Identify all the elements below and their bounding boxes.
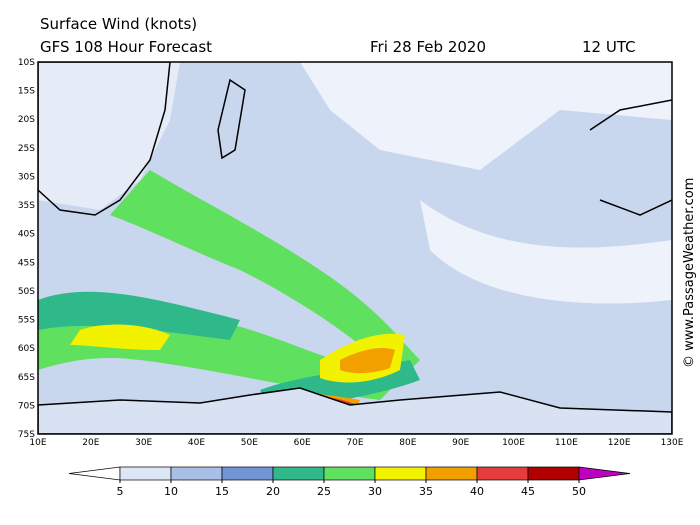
- lon-label: 90E: [452, 438, 469, 448]
- colorbar-segment: [221, 466, 274, 481]
- lat-label: 15S: [18, 87, 35, 97]
- colorbar-label: 25: [317, 485, 331, 498]
- lon-label: 80E: [399, 438, 416, 448]
- colorbar-label: 50: [572, 485, 586, 498]
- colorbar-low: [68, 466, 121, 481]
- map-frame: [37, 61, 673, 435]
- lon-label: 70E: [346, 438, 363, 448]
- colorbar-segment: [527, 466, 580, 481]
- lat-label: 50S: [18, 287, 35, 297]
- colorbar-label: 5: [117, 485, 124, 498]
- lon-label: 100E: [502, 438, 525, 448]
- title-line2: GFS 108 Hour Forecast: [40, 38, 212, 56]
- colorbar-label: 15: [215, 485, 229, 498]
- lon-label: 120E: [608, 438, 631, 448]
- lat-label: 35S: [18, 201, 35, 211]
- colorbar-label: 20: [266, 485, 280, 498]
- lon-label: 40E: [188, 438, 205, 448]
- lon-label: 10E: [29, 438, 46, 448]
- lat-label: 45S: [18, 258, 35, 268]
- colorbar-segment: [374, 466, 427, 481]
- lon-label: 20E: [82, 438, 99, 448]
- lat-label: 25S: [18, 144, 35, 154]
- forecast-date: Fri 28 Feb 2020: [370, 38, 486, 56]
- lat-label: 40S: [18, 230, 35, 240]
- lat-label: 30S: [18, 172, 35, 182]
- colorbar-segment: [323, 466, 376, 481]
- colorbar-segment: [425, 466, 478, 481]
- colorbar-segment: [119, 466, 172, 481]
- lon-label: 110E: [555, 438, 578, 448]
- colorbar-label: 10: [164, 485, 178, 498]
- colorbar-high: [578, 466, 631, 481]
- lat-label: 75S: [18, 430, 35, 440]
- lat-label: 20S: [18, 115, 35, 125]
- lat-label: 70S: [18, 401, 35, 411]
- lat-label: 10S: [18, 58, 35, 68]
- lon-label: 50E: [241, 438, 258, 448]
- lat-label: 65S: [18, 373, 35, 383]
- lat-label: 60S: [18, 344, 35, 354]
- forecast-time: 12 UTC: [582, 38, 636, 56]
- wind-field: [38, 62, 672, 434]
- lon-label: 30E: [135, 438, 152, 448]
- title-line1: Surface Wind (knots): [40, 15, 197, 33]
- colorbar-label: 30: [368, 485, 382, 498]
- lon-label: 60E: [294, 438, 311, 448]
- colorbar-label: 35: [419, 485, 433, 498]
- colorbar-segment: [170, 466, 223, 481]
- colorbar-label: 40: [470, 485, 484, 498]
- colorbar-label: 45: [521, 485, 535, 498]
- lon-label: 130E: [661, 438, 684, 448]
- watermark: © www.PassageWeather.com: [682, 178, 697, 368]
- colorbar-segment: [272, 466, 325, 481]
- lat-label: 55S: [18, 316, 35, 326]
- colorbar-segment: [476, 466, 529, 481]
